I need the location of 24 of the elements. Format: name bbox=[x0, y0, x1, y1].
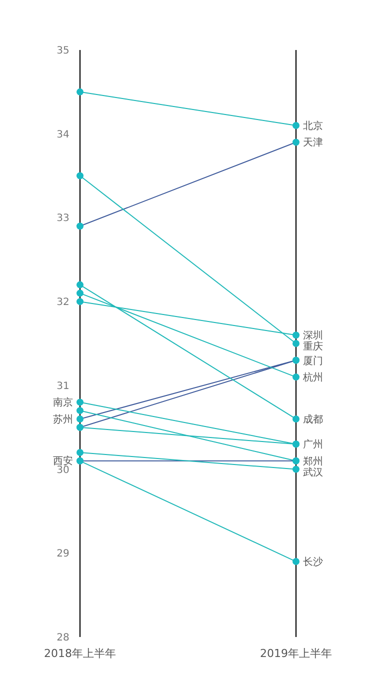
series-label: 北京 bbox=[303, 120, 323, 132]
y-tick-label: 32 bbox=[56, 297, 70, 308]
y-tick-label: 30 bbox=[56, 464, 70, 476]
y-tick-label: 31 bbox=[56, 380, 70, 392]
x-tick-label: 2018年上半年 bbox=[44, 647, 116, 660]
series-label: 天津 bbox=[303, 136, 323, 149]
y-tick-label: 28 bbox=[56, 632, 70, 644]
series-label: 南京 bbox=[53, 396, 73, 409]
x-tick-label: 2019年上半年 bbox=[260, 647, 332, 660]
series-label: 厦门 bbox=[303, 354, 323, 367]
series-label: 重庆 bbox=[303, 340, 323, 353]
series-label: 苏州 bbox=[53, 413, 73, 426]
y-tick-label: 34 bbox=[56, 129, 70, 140]
series-label: 成都 bbox=[303, 413, 323, 426]
y-tick-label: 33 bbox=[56, 213, 70, 224]
series-label: 武汉 bbox=[303, 466, 323, 478]
series-label: 郑州 bbox=[303, 455, 323, 468]
y-tick-label: 29 bbox=[56, 548, 70, 560]
series-label: 长沙 bbox=[303, 556, 323, 568]
y-tick-label: 35 bbox=[56, 46, 70, 56]
series-label: 深圳 bbox=[303, 330, 323, 342]
series-label: 广州 bbox=[303, 438, 323, 451]
series-label: 西安 bbox=[53, 454, 73, 467]
series-label: 杭州 bbox=[302, 372, 323, 384]
